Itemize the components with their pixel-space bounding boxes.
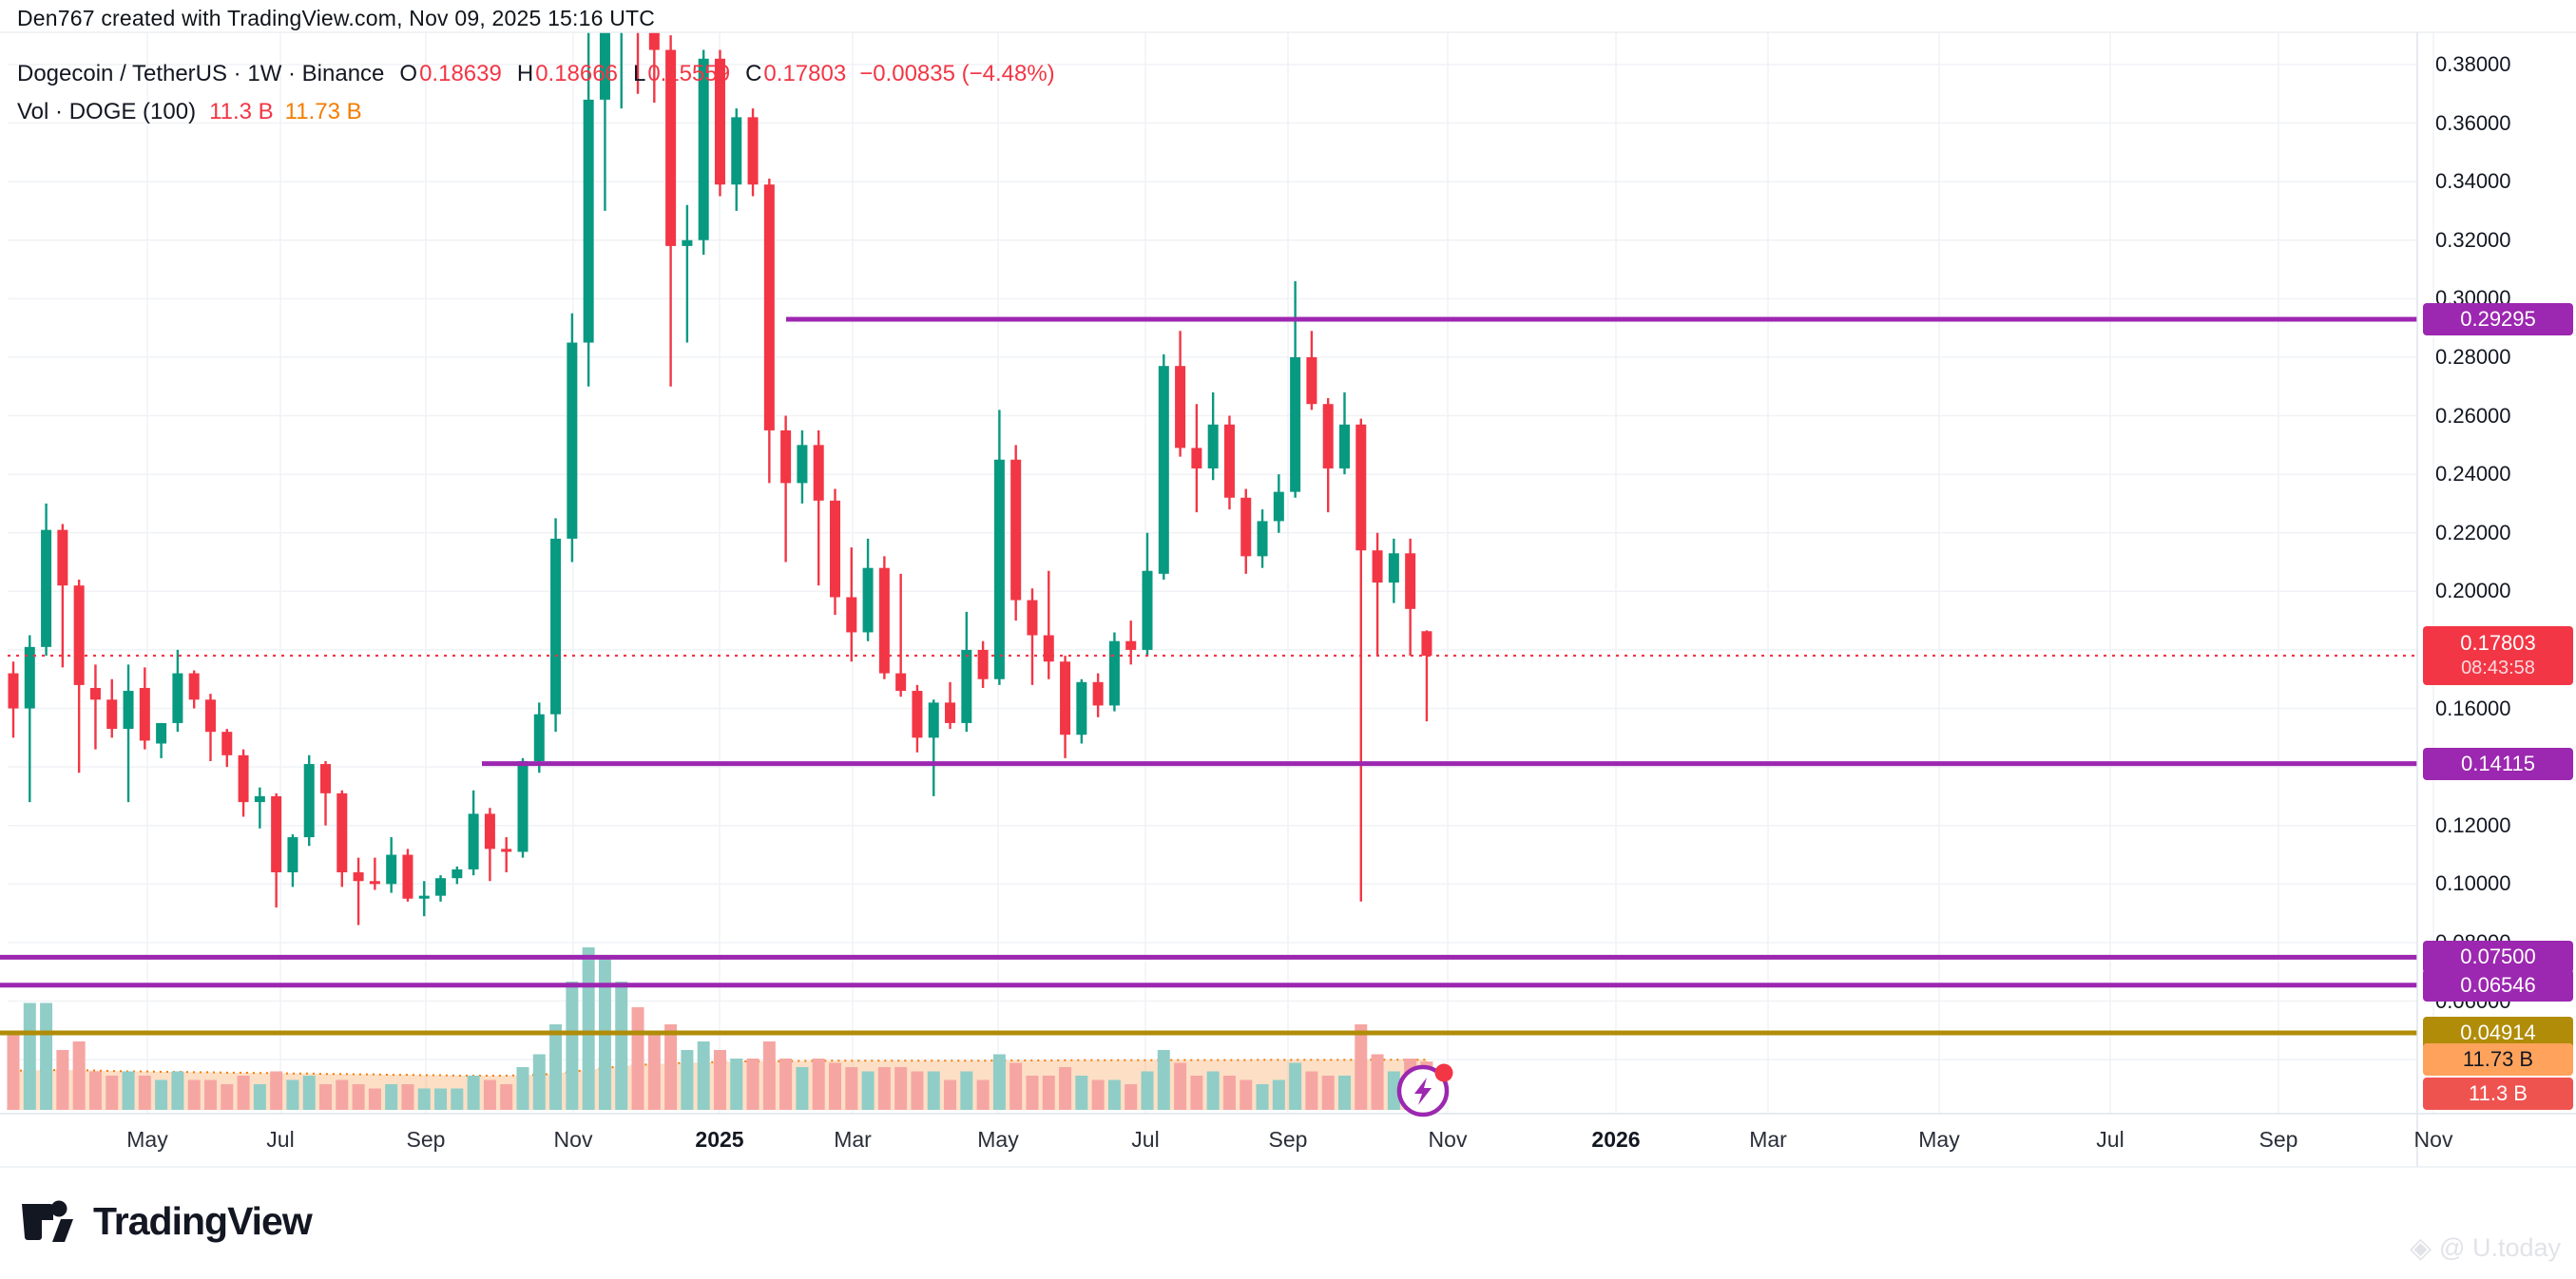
price-axis-label: 0.32000 xyxy=(2435,227,2511,252)
price-axis-label: 0.22000 xyxy=(2435,520,2511,544)
level-price-badge: 0.07500 xyxy=(2423,941,2573,974)
price-axis-label: 0.34000 xyxy=(2435,169,2511,194)
volume-bars xyxy=(7,947,1433,1110)
time-axis-label: Mar xyxy=(834,1127,872,1152)
high-label: H xyxy=(516,61,534,86)
time-axis-label: Mar xyxy=(1749,1127,1787,1152)
low-label: L xyxy=(632,61,646,86)
instrument-title[interactable]: Dogecoin / TetherUS · 1W · Binance xyxy=(17,61,385,86)
price-axis-label: 0.20000 xyxy=(2435,579,2511,603)
volume-ma-badge: 11.73 B xyxy=(2423,1043,2573,1077)
symbol-legend-row[interactable]: Dogecoin / TetherUS · 1W · Binance O 0.18… xyxy=(17,61,1055,87)
price-axis-label: 0.10000 xyxy=(2435,871,2511,896)
utoday-watermark: ◈ @ U.today xyxy=(2410,1233,2561,1263)
time-axis-label: Sep xyxy=(406,1127,446,1152)
current-price-badge: 0.17803 08:43:58 xyxy=(2423,626,2573,685)
price-axis-label: 0.16000 xyxy=(2435,696,2511,720)
time-axis-label: Sep xyxy=(2259,1127,2298,1152)
time-axis-label: Jul xyxy=(2096,1127,2124,1152)
volume-legend-row[interactable]: Vol · DOGE (100) 11.3 B 11.73 B xyxy=(17,99,362,125)
high-value: 0.18666 xyxy=(535,61,618,86)
volume-current-badge: 11.3 B xyxy=(2423,1078,2573,1111)
time-axis-label: 2026 xyxy=(1591,1127,1641,1152)
open-label: O xyxy=(399,61,418,86)
time-axis-label: May xyxy=(977,1127,1019,1152)
plot-area xyxy=(0,32,2417,1110)
attribution-text: Den767 created with TradingView.com, Nov… xyxy=(17,6,656,30)
time-axis-label: Nov xyxy=(2413,1127,2453,1152)
volume-current-value: 11.3 B xyxy=(209,99,274,124)
change-value: −0.00835 (−4.48%) xyxy=(859,61,1055,86)
bar-countdown: 08:43:58 xyxy=(2461,658,2535,678)
time-axis-label: May xyxy=(126,1127,168,1152)
price-axis-label: 0.24000 xyxy=(2435,462,2511,487)
utoday-watermark-text: @ U.today xyxy=(2439,1233,2561,1262)
level-price-badge: 0.29295 xyxy=(2423,303,2573,336)
volume-ma-value: 11.73 B xyxy=(284,99,362,124)
tradingview-logo-text: TradingView xyxy=(93,1198,313,1243)
level-price-badge: 0.14115 xyxy=(2423,747,2573,780)
lightning-icon[interactable] xyxy=(1395,1061,1456,1125)
price-axis-label: 0.28000 xyxy=(2435,344,2511,369)
time-axis-label: May xyxy=(1918,1127,1960,1152)
open-value: 0.18639 xyxy=(419,61,502,86)
price-axis-label: 0.12000 xyxy=(2435,812,2511,837)
grid xyxy=(8,32,2434,1114)
time-axis-label: Jul xyxy=(1131,1127,1160,1152)
price-axis-label: 0.38000 xyxy=(2435,51,2511,76)
volume-indicator-label[interactable]: Vol · DOGE (100) xyxy=(17,99,197,124)
candles xyxy=(8,32,1432,926)
utoday-diamond-icon: ◈ xyxy=(2409,1231,2432,1264)
time-axis-label: Sep xyxy=(1268,1127,1308,1152)
price-axis-label: 0.26000 xyxy=(2435,403,2511,428)
time-axis-label: Nov xyxy=(1428,1127,1468,1152)
low-value: 0.15559 xyxy=(647,61,731,86)
price-axis-label: 0.36000 xyxy=(2435,110,2511,135)
time-axis-label: Jul xyxy=(266,1127,295,1152)
time-axis-label: 2025 xyxy=(695,1127,744,1152)
time-axis-label: Nov xyxy=(553,1127,593,1152)
level-price-badge: 0.06546 xyxy=(2423,968,2573,1002)
tradingview-logo[interactable]: TradingView xyxy=(21,1195,313,1247)
close-label: C xyxy=(745,61,762,86)
tradingview-logo-mark xyxy=(22,1200,73,1242)
close-value: 0.17803 xyxy=(763,61,847,86)
